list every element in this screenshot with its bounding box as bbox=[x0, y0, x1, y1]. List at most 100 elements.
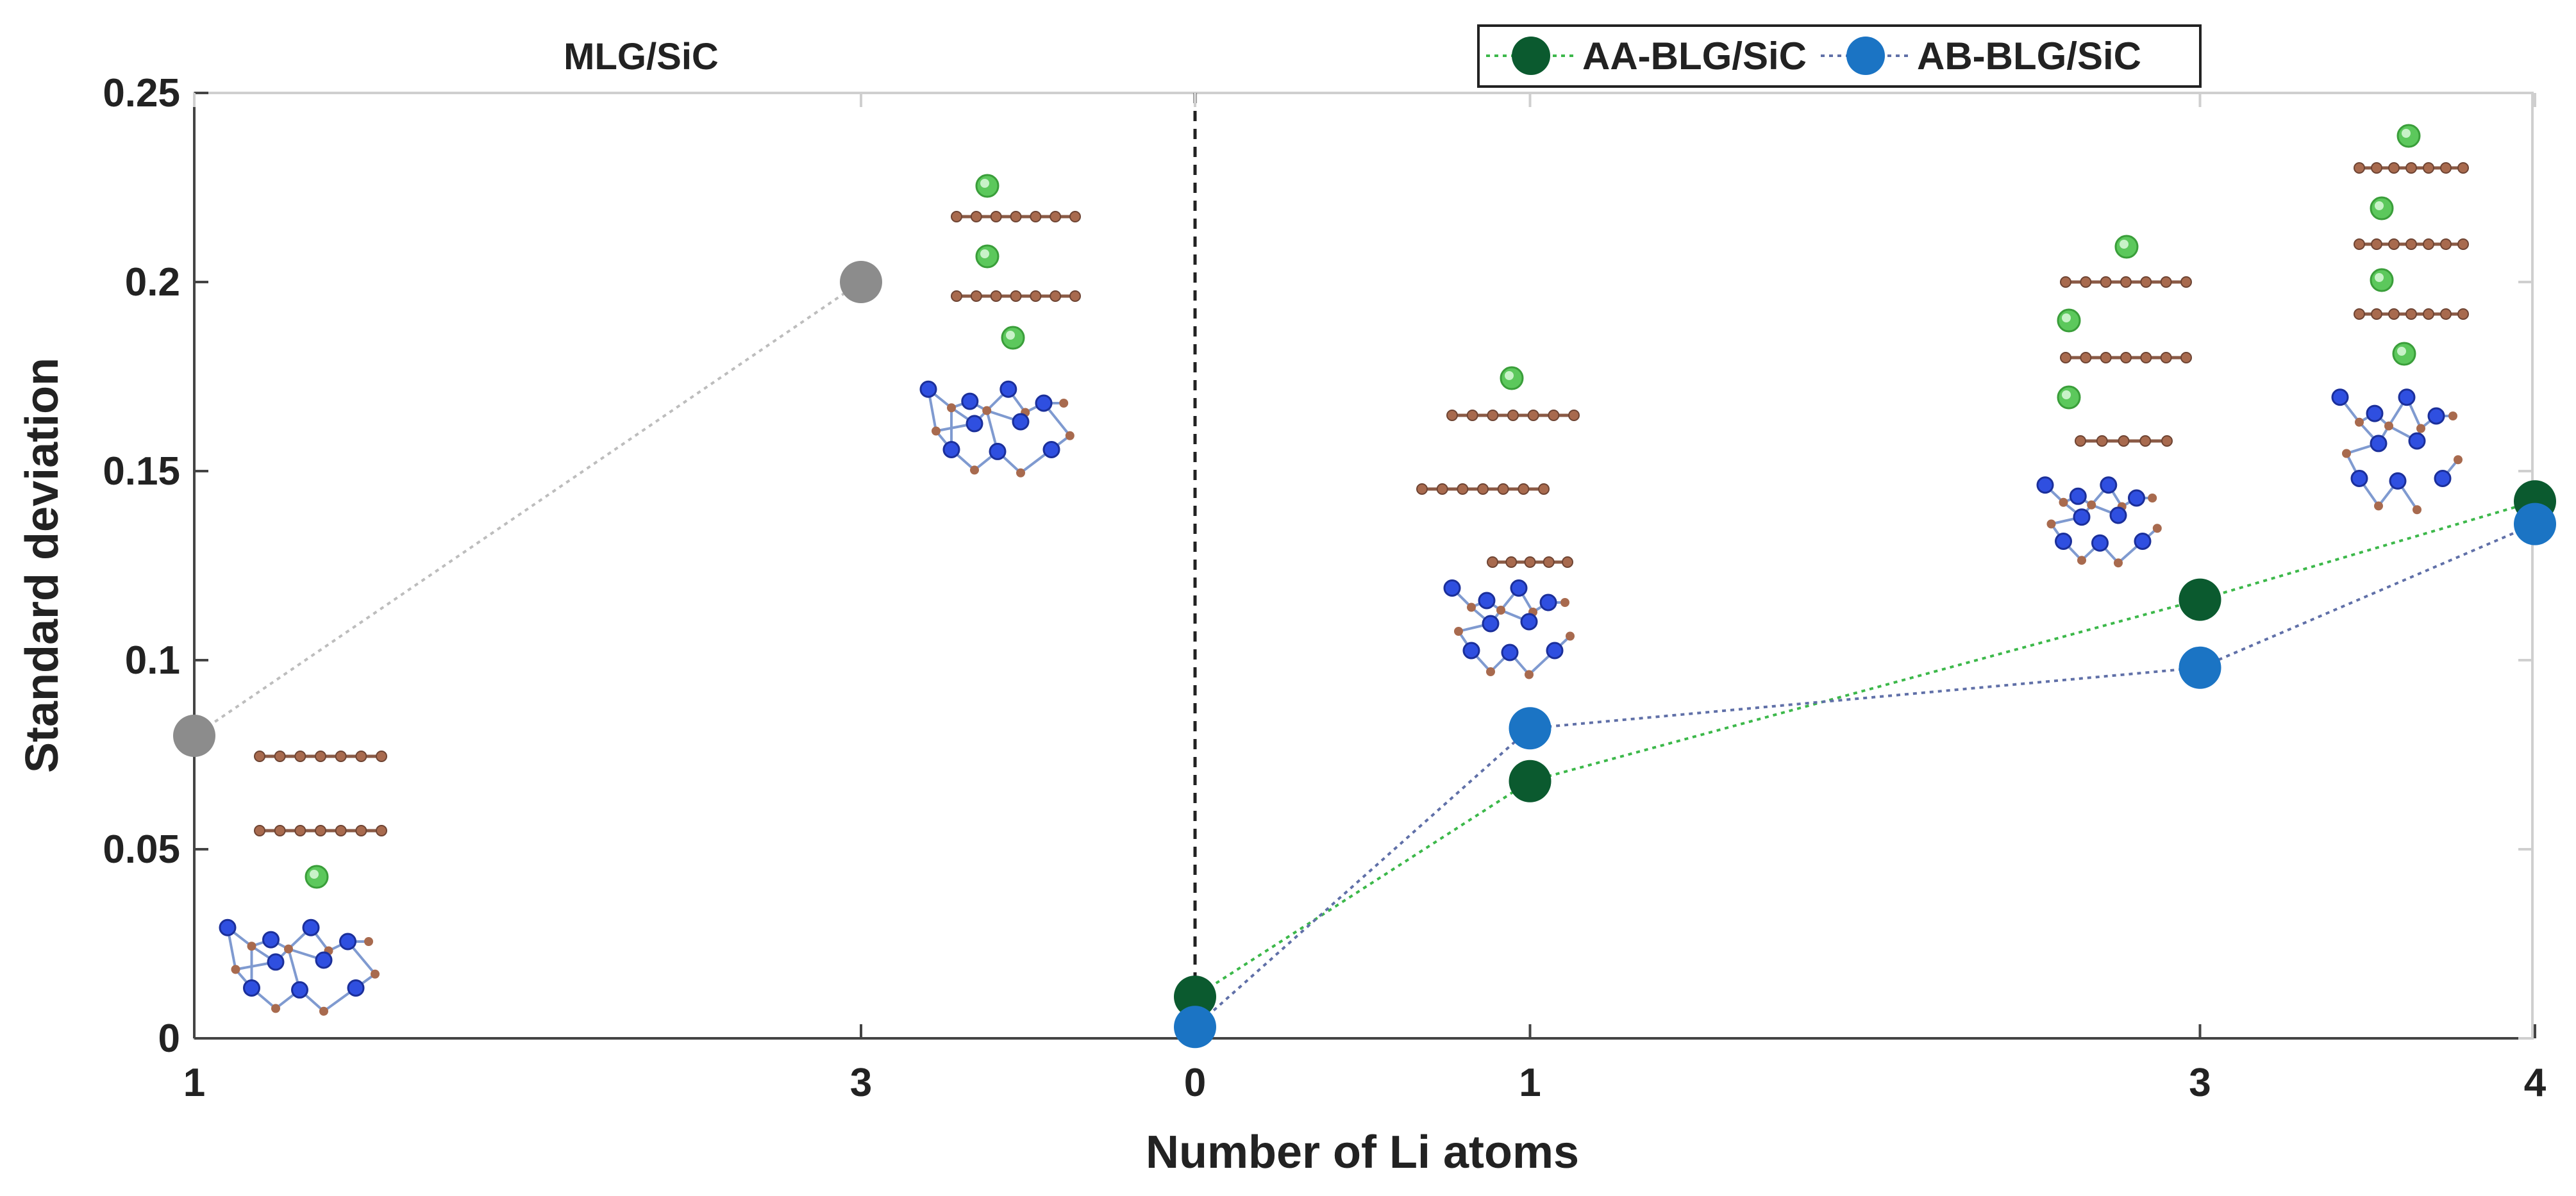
silicon-atom bbox=[1443, 579, 1461, 597]
plot-frame bbox=[193, 92, 2534, 1040]
x-tick-label: 0 bbox=[1184, 1061, 1206, 1105]
legend-aa-label: AA-BLG/SiC bbox=[1582, 35, 1807, 78]
legend-aa-marker bbox=[1512, 37, 1550, 75]
series-line-ab-blg-sic bbox=[1194, 522, 2536, 1028]
carbon-atom bbox=[2457, 238, 2469, 250]
silicon-atom bbox=[1042, 441, 1060, 458]
carbon-atom bbox=[1562, 556, 1573, 568]
carbon-atom bbox=[1538, 483, 1550, 495]
structure-insets bbox=[219, 124, 2469, 1016]
carbon-atom bbox=[982, 406, 992, 415]
silicon-atom bbox=[2350, 470, 2368, 487]
carbon-atom bbox=[2096, 435, 2108, 447]
carbon-atom bbox=[1436, 483, 1448, 495]
x-tick-label: 3 bbox=[850, 1061, 872, 1105]
carbon-atom bbox=[1505, 556, 1518, 568]
silicon-atom bbox=[942, 441, 960, 458]
carbon-atom bbox=[284, 944, 293, 954]
y-tick-label: 0.15 bbox=[103, 449, 180, 494]
carbon-atom bbox=[2448, 411, 2457, 420]
carbon-atom bbox=[2354, 238, 2365, 250]
carbon-atom bbox=[271, 1004, 280, 1013]
carbon-atom bbox=[951, 290, 962, 302]
carbon-atom bbox=[1050, 290, 1062, 302]
carbon-atom bbox=[990, 290, 1002, 302]
carbon-atom bbox=[2354, 308, 2365, 320]
carbon-atom bbox=[1486, 667, 1495, 676]
carbon-atom bbox=[364, 937, 373, 946]
carbon-atom bbox=[2440, 308, 2452, 320]
carbon-atom bbox=[1454, 627, 1463, 636]
carbon-atom bbox=[2148, 494, 2157, 502]
carbon-atom bbox=[2405, 238, 2417, 250]
silicon-atom bbox=[961, 392, 979, 410]
x-tick-label: 3 bbox=[2189, 1061, 2211, 1105]
silicon-atom bbox=[999, 380, 1017, 398]
carbon-atom bbox=[1527, 410, 1539, 421]
carbon-atom bbox=[1543, 556, 1555, 568]
silicon-atom bbox=[1462, 642, 1480, 660]
data-point-ab-blg-sic bbox=[1174, 1006, 1216, 1049]
carbon-atom bbox=[2059, 497, 2068, 507]
panel-title-mlg: MLG/SiC bbox=[564, 36, 719, 78]
carbon-atom bbox=[2160, 352, 2172, 363]
y-tick-label: 0.25 bbox=[103, 71, 180, 115]
carbon-atom bbox=[2075, 435, 2086, 447]
carbon-atom bbox=[2457, 162, 2469, 174]
carbon-atom bbox=[2354, 162, 2365, 174]
data-point-ab-blg-sic bbox=[2514, 502, 2556, 545]
carbon-atom bbox=[1566, 631, 1575, 641]
silicon-atom bbox=[2109, 506, 2127, 524]
carbon-atom bbox=[2180, 352, 2192, 363]
silicon-atom bbox=[1035, 394, 1053, 412]
carbon-atom bbox=[1487, 556, 1498, 568]
carbon-atom bbox=[2087, 500, 2096, 510]
li-atom-highlight bbox=[310, 870, 319, 879]
carbon-atom bbox=[1069, 290, 1081, 302]
carbon-atom bbox=[990, 211, 1002, 222]
carbon-atom bbox=[2139, 435, 2152, 447]
carbon-atom bbox=[2114, 558, 2123, 568]
carbon-atom bbox=[1030, 211, 1042, 222]
x-tick-label: 1 bbox=[1519, 1061, 1541, 1105]
carbon-atom bbox=[2100, 276, 2112, 288]
carbon-atom bbox=[2413, 505, 2421, 515]
data-point-aa-blg-sic bbox=[1509, 760, 1551, 802]
carbon-atom bbox=[1548, 410, 1560, 421]
carbon-atom bbox=[1497, 483, 1509, 495]
li-atom-highlight bbox=[2375, 273, 2384, 282]
carbon-atom bbox=[1416, 483, 1428, 495]
li-atom-highlight bbox=[980, 179, 989, 188]
carbon-atom bbox=[2355, 417, 2364, 427]
carbon-atom bbox=[2423, 238, 2434, 250]
series-line-mlg-sic bbox=[193, 281, 862, 737]
carbon-atom bbox=[970, 290, 982, 302]
carbon-atom bbox=[2100, 352, 2112, 363]
carbon-atom bbox=[335, 825, 347, 836]
silicon-atom bbox=[1546, 642, 1564, 660]
li-atom-highlight bbox=[2402, 129, 2411, 138]
carbon-atom bbox=[2140, 352, 2152, 363]
carbon-atom bbox=[2371, 162, 2382, 174]
carbon-atom bbox=[1524, 556, 1536, 568]
silicon-atom bbox=[347, 979, 365, 997]
carbon-atom bbox=[1487, 410, 1499, 421]
silicon-atom bbox=[966, 415, 983, 433]
carbon-atom bbox=[2454, 455, 2463, 465]
li-atom-highlight bbox=[2062, 313, 2071, 322]
carbon-atom bbox=[2060, 352, 2071, 363]
data-point-ab-blg-sic bbox=[2179, 646, 2221, 689]
carbon-atom bbox=[1050, 211, 1062, 222]
carbon-atom bbox=[247, 942, 256, 951]
carbon-atom bbox=[2388, 308, 2400, 320]
carbon-atom bbox=[2118, 435, 2130, 447]
carbon-atom bbox=[355, 751, 367, 762]
silicon-atom bbox=[2398, 388, 2416, 406]
y-tick-label: 0.2 bbox=[125, 260, 180, 304]
carbon-atom bbox=[1525, 670, 1534, 679]
carbon-atom bbox=[1466, 410, 1478, 421]
carbon-atom bbox=[315, 825, 326, 836]
silicon-atom bbox=[339, 933, 356, 951]
carbon-atom bbox=[2046, 519, 2056, 529]
li-atom-highlight bbox=[2062, 390, 2071, 399]
